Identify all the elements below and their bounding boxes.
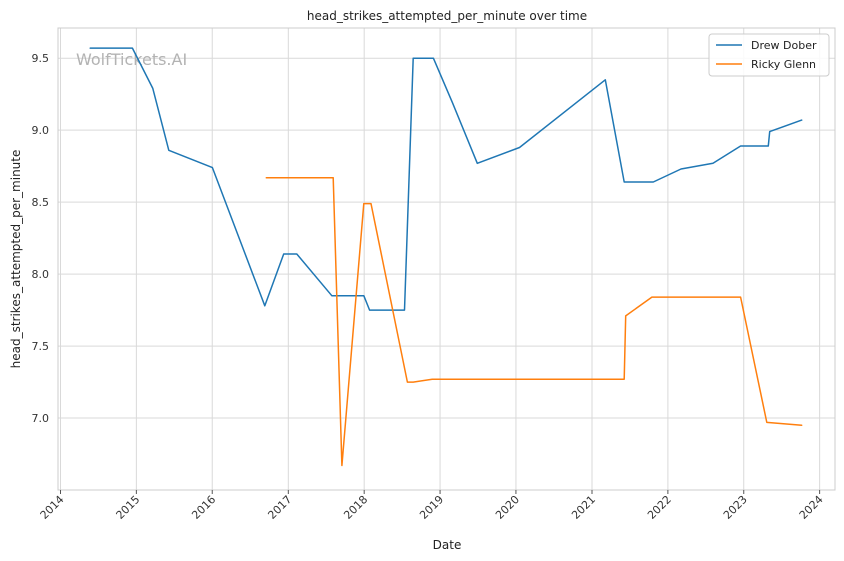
chart-title: head_strikes_attempted_per_minute over t… <box>307 9 587 23</box>
y-tick-label: 7.5 <box>32 340 50 353</box>
plot-frame <box>57 27 836 491</box>
y-tick-label: 9.0 <box>32 124 50 137</box>
legend-label: Drew Dober <box>751 39 817 52</box>
series-layer <box>89 47 803 467</box>
watermark: WolfTickets.AI <box>76 50 187 69</box>
legend-label: Ricky Glenn <box>751 58 816 71</box>
legend: Drew Dober Ricky Glenn <box>708 33 830 77</box>
y-axis-ticks: 7.0 7.5 8.0 8.5 9.0 9.5 <box>32 52 50 425</box>
y-tick-label: 9.5 <box>32 52 50 65</box>
series-line-ricky-glenn <box>265 176 803 467</box>
grid <box>58 28 835 490</box>
x-axis-label: Date <box>433 538 462 552</box>
y-tick-label: 8.0 <box>32 268 50 281</box>
y-axis-label: head_strikes_attempted_per_minute <box>9 150 23 369</box>
y-tick-label: 8.5 <box>32 196 50 209</box>
y-tick-label: 7.0 <box>32 412 50 425</box>
series-line-drew-dober <box>89 47 803 311</box>
